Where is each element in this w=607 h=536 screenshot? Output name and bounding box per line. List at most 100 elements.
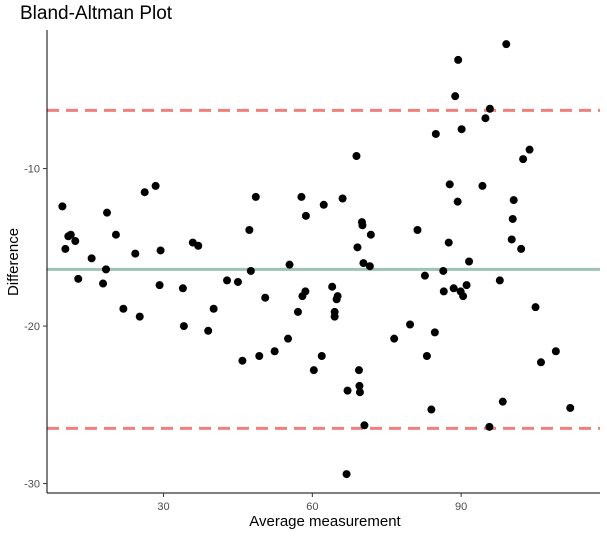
data-point — [457, 125, 466, 134]
data-points — [58, 40, 575, 479]
data-point — [445, 180, 454, 189]
data-point — [352, 151, 361, 160]
data-point — [454, 55, 463, 64]
data-point — [360, 421, 369, 430]
data-point — [330, 312, 339, 321]
x-tick-label: 30 — [157, 501, 169, 513]
data-point — [459, 292, 468, 301]
y-axis-label: Difference — [5, 228, 22, 296]
data-point — [301, 211, 310, 220]
data-point — [365, 262, 374, 271]
data-point — [261, 293, 270, 302]
data-point — [156, 246, 165, 255]
data-point — [204, 326, 213, 335]
data-point — [328, 282, 337, 291]
data-point — [462, 281, 471, 290]
x-ticks: 30 60 90 — [157, 493, 467, 513]
data-point — [465, 257, 474, 266]
data-point — [531, 303, 540, 312]
data-point — [251, 192, 260, 201]
data-point — [342, 470, 351, 479]
data-point — [519, 155, 528, 164]
data-point — [517, 244, 526, 253]
data-point — [509, 196, 518, 205]
data-point — [353, 243, 362, 252]
y-tick-label: -20 — [24, 321, 40, 333]
data-point — [131, 249, 140, 258]
data-point — [481, 114, 490, 123]
data-point — [502, 40, 511, 49]
data-point — [449, 284, 458, 293]
y-tick-label: -30 — [24, 479, 40, 491]
data-point — [285, 260, 294, 269]
x-tick-label: 90 — [455, 501, 467, 513]
data-point — [422, 351, 431, 360]
x-tick-label: 60 — [306, 501, 318, 513]
data-point — [317, 351, 326, 360]
data-point — [87, 254, 96, 263]
data-point — [338, 194, 347, 203]
data-point — [333, 292, 342, 301]
data-point — [246, 266, 255, 275]
data-point — [245, 226, 254, 235]
data-point — [255, 351, 264, 360]
data-point — [390, 334, 399, 343]
data-point — [453, 197, 462, 206]
data-point — [427, 405, 436, 414]
data-point — [297, 192, 306, 201]
data-point — [179, 322, 188, 331]
data-point — [439, 266, 448, 275]
data-point — [358, 221, 367, 230]
data-point — [495, 276, 504, 285]
data-point — [223, 276, 232, 285]
data-point — [140, 188, 149, 197]
data-point — [478, 181, 487, 190]
data-point — [420, 271, 429, 280]
data-point — [58, 202, 67, 211]
data-point — [301, 287, 310, 296]
data-point — [430, 328, 439, 337]
data-point — [102, 265, 111, 274]
data-point — [155, 281, 164, 290]
data-point — [485, 104, 494, 113]
data-point — [151, 181, 160, 190]
reference-lines — [47, 108, 600, 430]
data-point — [61, 244, 70, 253]
chart-title: Bland-Altman Plot — [20, 3, 173, 24]
data-point — [119, 304, 128, 313]
data-point — [525, 145, 534, 154]
data-point — [431, 129, 440, 138]
data-point — [270, 347, 279, 356]
data-point — [135, 312, 144, 321]
data-point — [406, 320, 415, 329]
data-point — [233, 277, 242, 286]
data-point — [194, 241, 203, 250]
data-point — [111, 230, 120, 239]
data-point — [209, 304, 218, 313]
data-point — [536, 358, 545, 367]
data-point — [551, 347, 560, 356]
data-point — [319, 200, 328, 209]
data-point — [74, 274, 83, 283]
data-point — [293, 307, 302, 316]
data-point — [99, 279, 108, 288]
data-point — [439, 287, 448, 296]
data-point — [507, 235, 516, 244]
y-ticks: -10 -20 -30 — [24, 164, 47, 491]
y-tick-label: -10 — [24, 164, 40, 176]
data-point — [178, 284, 187, 293]
data-point — [66, 230, 75, 239]
data-point — [413, 226, 422, 235]
data-point — [498, 397, 507, 406]
data-point — [309, 366, 318, 375]
data-point — [366, 230, 375, 239]
data-point — [508, 214, 517, 223]
data-point — [343, 386, 352, 395]
data-point — [485, 422, 494, 431]
data-point — [355, 381, 364, 390]
data-point — [71, 237, 80, 246]
data-point — [103, 208, 112, 217]
data-point — [451, 92, 460, 101]
data-point — [359, 259, 368, 268]
